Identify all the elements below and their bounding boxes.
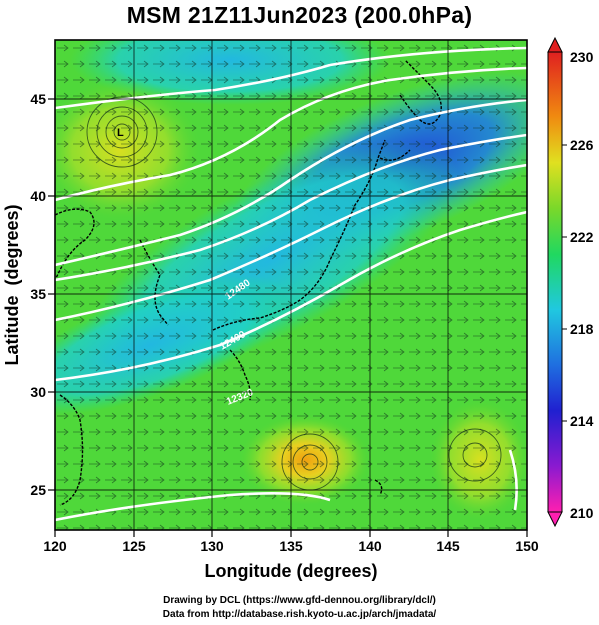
x-axis-label: Longitude (degrees) <box>204 561 377 581</box>
cyclone-swirl <box>86 96 502 491</box>
chart-title: MSM 21Z11Jun2023 (200.0hPa) <box>126 2 473 28</box>
x-tick-label: 135 <box>279 538 303 554</box>
colorbar-label: 230 <box>570 49 594 65</box>
x-tick-label: 140 <box>358 538 382 554</box>
x-tick-label: 125 <box>122 538 146 554</box>
colorbar-label: 218 <box>570 321 594 337</box>
credit-line-dcl: Drawing by DCL (https://www.gfd-dennou.o… <box>163 595 436 606</box>
colorbar-label: 226 <box>570 137 594 153</box>
y-tick-label: 30 <box>30 384 46 400</box>
map-grid <box>55 40 527 530</box>
x-tick-label: 130 <box>200 538 224 554</box>
y-tick-label: 25 <box>30 482 46 498</box>
colorbar-label: 210 <box>570 505 594 521</box>
height-contours <box>55 46 527 522</box>
x-tick-label: 150 <box>515 538 539 554</box>
temperature-field: 12480 12400 12320 L <box>55 40 527 530</box>
colorbar-min-arrow <box>547 511 563 528</box>
y-axis-label: Latitude (degrees) <box>2 204 22 365</box>
y-tick-label: 40 <box>30 188 46 204</box>
axis-ticks <box>48 98 528 537</box>
colorbar-max-arrow <box>547 36 563 53</box>
low-center-label: L <box>117 127 124 139</box>
x-tick-label: 145 <box>436 538 460 554</box>
credit-line-data: Data from http://database.rish.kyoto-u.a… <box>162 609 437 620</box>
x-tick-label: 120 <box>43 538 67 554</box>
colorbar-label: 214 <box>570 413 594 429</box>
y-tick-label: 45 <box>30 91 46 107</box>
colorbar <box>547 36 567 528</box>
colorbar-label: 222 <box>570 229 594 245</box>
y-tick-label: 35 <box>30 286 46 302</box>
